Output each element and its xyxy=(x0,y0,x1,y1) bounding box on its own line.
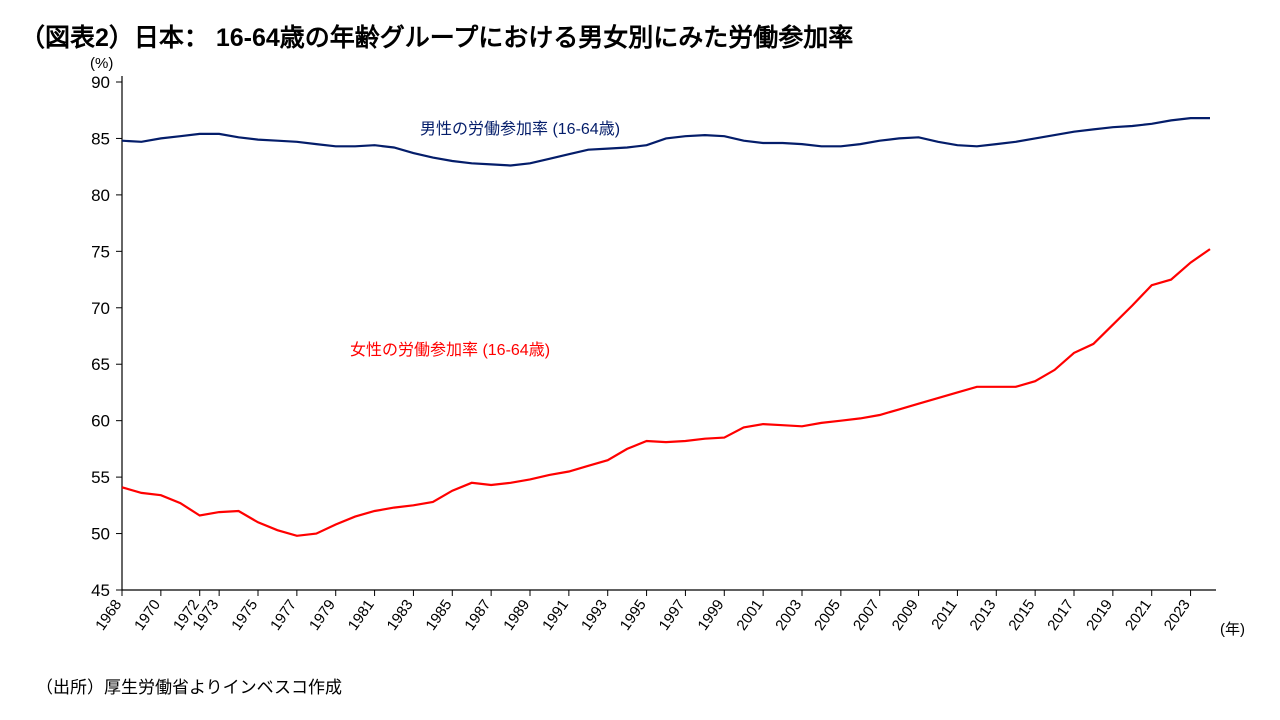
x-unit-label: (年) xyxy=(1220,621,1245,638)
y-tick-label: 70 xyxy=(91,299,110,318)
series-line xyxy=(122,249,1210,536)
x-tick-label: 2013 xyxy=(966,597,999,634)
axes xyxy=(122,76,1216,590)
series-label: 女性の労働参加率 (16-64歳) xyxy=(350,340,550,359)
x-tick-label: 1981 xyxy=(345,597,378,634)
y-tick-label: 45 xyxy=(91,581,110,600)
y-tick-label: 85 xyxy=(91,129,110,148)
x-tick-label: 2005 xyxy=(811,597,844,634)
x-tick-label: 1985 xyxy=(422,597,455,634)
y-tick-label: 80 xyxy=(91,186,110,205)
y-tick-label: 90 xyxy=(91,73,110,92)
x-tick-label: 1979 xyxy=(306,597,339,634)
y-unit-label: (%) xyxy=(90,55,113,72)
x-tick-label: 2009 xyxy=(889,597,922,634)
x-tick-label: 1987 xyxy=(461,597,494,634)
x-tick-label: 2017 xyxy=(1044,597,1077,634)
x-tick-label: 2015 xyxy=(1005,597,1038,634)
x-tick-label: 2003 xyxy=(772,597,805,634)
y-tick-label: 55 xyxy=(91,468,110,487)
series-label: 男性の労働参加率 (16-64歳) xyxy=(420,120,620,138)
chart-canvas: 45505560657075808590(%)19681970197219731… xyxy=(0,0,1280,720)
x-tick-label: 2011 xyxy=(928,597,960,633)
x-tick-label: 1993 xyxy=(578,597,611,634)
x-tick-label: 1968 xyxy=(92,597,125,634)
x-tick-label: 1999 xyxy=(694,597,727,634)
y-tick-label: 60 xyxy=(91,412,110,431)
source-attribution: （出所）厚生労働省よりインベスコ作成 xyxy=(36,673,342,698)
x-tick-label: 1995 xyxy=(617,597,650,634)
y-tick-label: 65 xyxy=(91,355,110,374)
x-tick-label: 2021 xyxy=(1122,597,1155,634)
x-tick-label: 2023 xyxy=(1161,597,1194,634)
x-tick-label: 1970 xyxy=(131,597,164,634)
x-tick-label: 2007 xyxy=(850,597,883,634)
series-line xyxy=(122,118,1210,165)
x-tick-label: 1983 xyxy=(384,597,417,634)
x-tick-label: 2001 xyxy=(733,597,766,634)
y-tick-label: 75 xyxy=(91,242,110,261)
x-tick-label: 1989 xyxy=(500,597,533,634)
x-tick-label: 2019 xyxy=(1083,597,1116,634)
x-tick-label: 1991 xyxy=(539,597,572,634)
x-tick-label: 1997 xyxy=(656,597,689,634)
x-tick-label: 1975 xyxy=(228,597,261,634)
x-tick-label: 1977 xyxy=(267,597,300,634)
y-tick-label: 50 xyxy=(91,525,110,544)
